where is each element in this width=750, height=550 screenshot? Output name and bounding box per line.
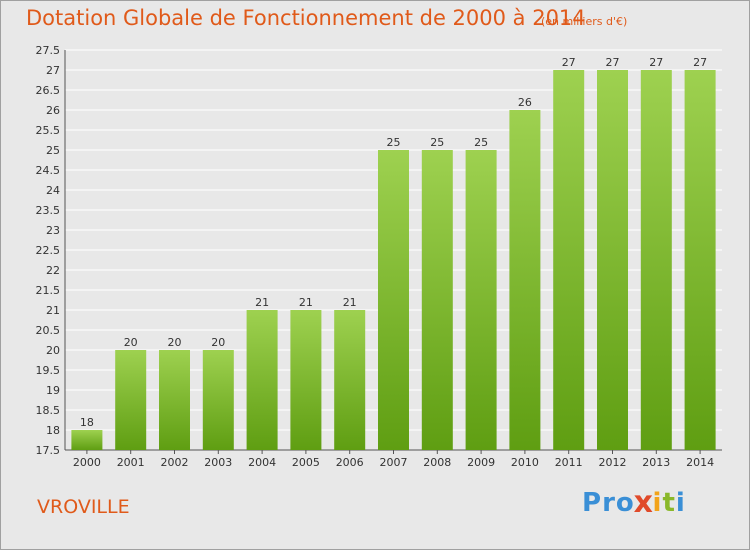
y-tick-label: 24.5	[36, 164, 61, 177]
bar	[684, 70, 716, 450]
x-tick-label: 2005	[292, 456, 320, 469]
bar	[159, 350, 190, 450]
x-tick-label: 2007	[380, 456, 408, 469]
x-tick-label: 2013	[642, 456, 670, 469]
x-tick-label: 2002	[161, 456, 189, 469]
bar	[640, 70, 672, 450]
y-tick-label: 20.5	[36, 324, 61, 337]
y-tick-label: 23	[46, 224, 60, 237]
logo-letter: t	[662, 488, 676, 518]
bar	[202, 350, 234, 450]
y-tick-label: 27.5	[36, 44, 61, 57]
y-tick-label: 27	[46, 64, 60, 77]
y-tick-label: 25	[46, 144, 60, 157]
logo-letter: x	[633, 485, 654, 521]
y-tick-label: 19	[46, 384, 60, 397]
bar	[421, 150, 453, 450]
logo-letter: r	[602, 488, 616, 518]
data-label: 25	[430, 136, 444, 149]
chart-title: Dotation Globale de Fonctionnement de 20…	[26, 6, 586, 30]
data-label: 25	[387, 136, 401, 149]
unit-note: (en milliers d'€)	[541, 15, 628, 28]
bar	[465, 150, 497, 450]
x-tick-label: 2010	[511, 456, 539, 469]
y-tick-label: 26	[46, 104, 60, 117]
y-tick-label: 21	[46, 304, 60, 317]
logo-letter: i	[652, 488, 663, 518]
data-label: 21	[255, 296, 269, 309]
bar	[553, 70, 585, 450]
x-tick-label: 2011	[555, 456, 583, 469]
y-tick-label: 25.5	[36, 124, 61, 137]
data-label: 25	[474, 136, 488, 149]
bar	[71, 430, 103, 450]
data-label: 26	[518, 96, 532, 109]
y-tick-label: 20	[46, 344, 60, 357]
y-tick-label: 18.5	[36, 404, 61, 417]
data-label: 27	[649, 56, 663, 69]
x-tick-label: 2008	[423, 456, 451, 469]
logo-letter: o	[615, 488, 635, 518]
x-tick-label: 2000	[73, 456, 101, 469]
y-tick-label: 24	[46, 184, 60, 197]
bar	[334, 310, 366, 450]
data-label: 18	[80, 416, 94, 429]
data-label: 27	[606, 56, 620, 69]
x-tick-label: 2001	[117, 456, 145, 469]
x-tick-label: 2009	[467, 456, 495, 469]
x-tick-label: 2012	[599, 456, 627, 469]
bar	[115, 350, 147, 450]
x-tick-label: 2006	[336, 456, 364, 469]
x-tick-label: 2014	[686, 456, 714, 469]
data-label: 20	[211, 336, 225, 349]
y-tick-label: 22.5	[36, 244, 61, 257]
bar	[378, 150, 409, 450]
bar	[246, 310, 278, 450]
bar	[509, 110, 541, 450]
y-tick-label: 23.5	[36, 204, 61, 217]
x-tick-label: 2003	[204, 456, 232, 469]
bar	[597, 70, 628, 450]
data-label: 27	[562, 56, 576, 69]
data-label: 21	[343, 296, 357, 309]
logo-letter: i	[675, 488, 686, 518]
data-label: 21	[299, 296, 313, 309]
y-tick-label: 21.5	[36, 284, 61, 297]
x-tick-label: 2004	[248, 456, 276, 469]
y-tick-label: 19.5	[36, 364, 61, 377]
data-label: 20	[124, 336, 138, 349]
commune-name: VROVILLE	[37, 496, 130, 518]
data-label: 27	[693, 56, 707, 69]
data-label: 20	[168, 336, 182, 349]
y-tick-label: 22	[46, 264, 60, 277]
y-tick-label: 17.5	[36, 444, 61, 457]
y-tick-label: 26.5	[36, 84, 61, 97]
bar	[290, 310, 322, 450]
logo-letter: P	[582, 488, 603, 518]
y-tick-label: 18	[46, 424, 60, 437]
proxiti-logo: Proxiti	[582, 485, 686, 521]
